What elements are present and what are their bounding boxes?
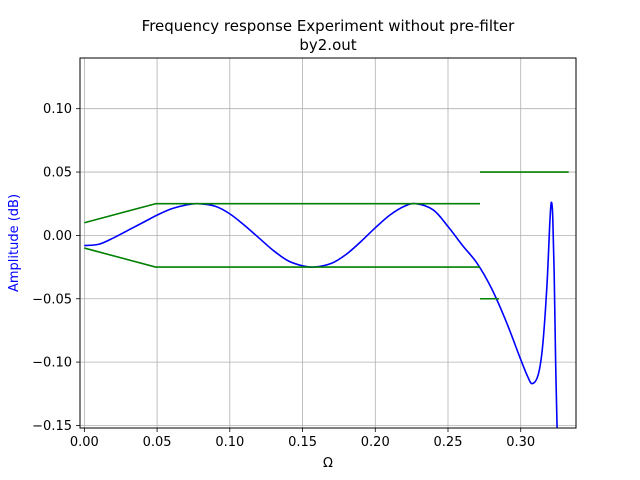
y-tick-label: −0.05 xyxy=(32,292,72,307)
x-tick-label: 0.00 xyxy=(70,435,99,450)
spec-bound-line xyxy=(84,247,480,268)
x-axis-ticks: 0.00 0.05 0.10 0.15 0.20 0.25 0.30 xyxy=(70,428,535,450)
x-tick-label: 0.05 xyxy=(143,435,172,450)
y-tick-label: 0.05 xyxy=(43,166,72,181)
y-tick-label: −0.15 xyxy=(32,419,72,434)
y-tick-label: 0.00 xyxy=(43,229,72,244)
y-axis-ticks: −0.15 −0.10 −0.05 0.00 0.05 0.10 xyxy=(32,102,80,434)
x-tick-label: 0.15 xyxy=(288,435,317,450)
chart-title: Frequency response Experiment without pr… xyxy=(142,17,515,35)
x-tick-label: 0.25 xyxy=(434,435,463,450)
y-tick-label: −0.10 xyxy=(32,356,72,371)
x-tick-label: 0.10 xyxy=(215,435,244,450)
spec-bound-line xyxy=(84,202,480,224)
plot-frame xyxy=(79,57,577,429)
y-axis-label: Amplitude (dB) xyxy=(7,194,22,292)
x-tick-label: 0.30 xyxy=(506,435,535,450)
series-layer xyxy=(84,171,569,428)
x-tick-label: 0.20 xyxy=(361,435,390,450)
y-tick-label: 0.10 xyxy=(43,102,72,117)
response-line xyxy=(84,201,558,428)
grid xyxy=(80,58,576,428)
x-axis-label: Ω xyxy=(323,456,333,471)
chart-subtitle: by2.out xyxy=(299,36,356,54)
